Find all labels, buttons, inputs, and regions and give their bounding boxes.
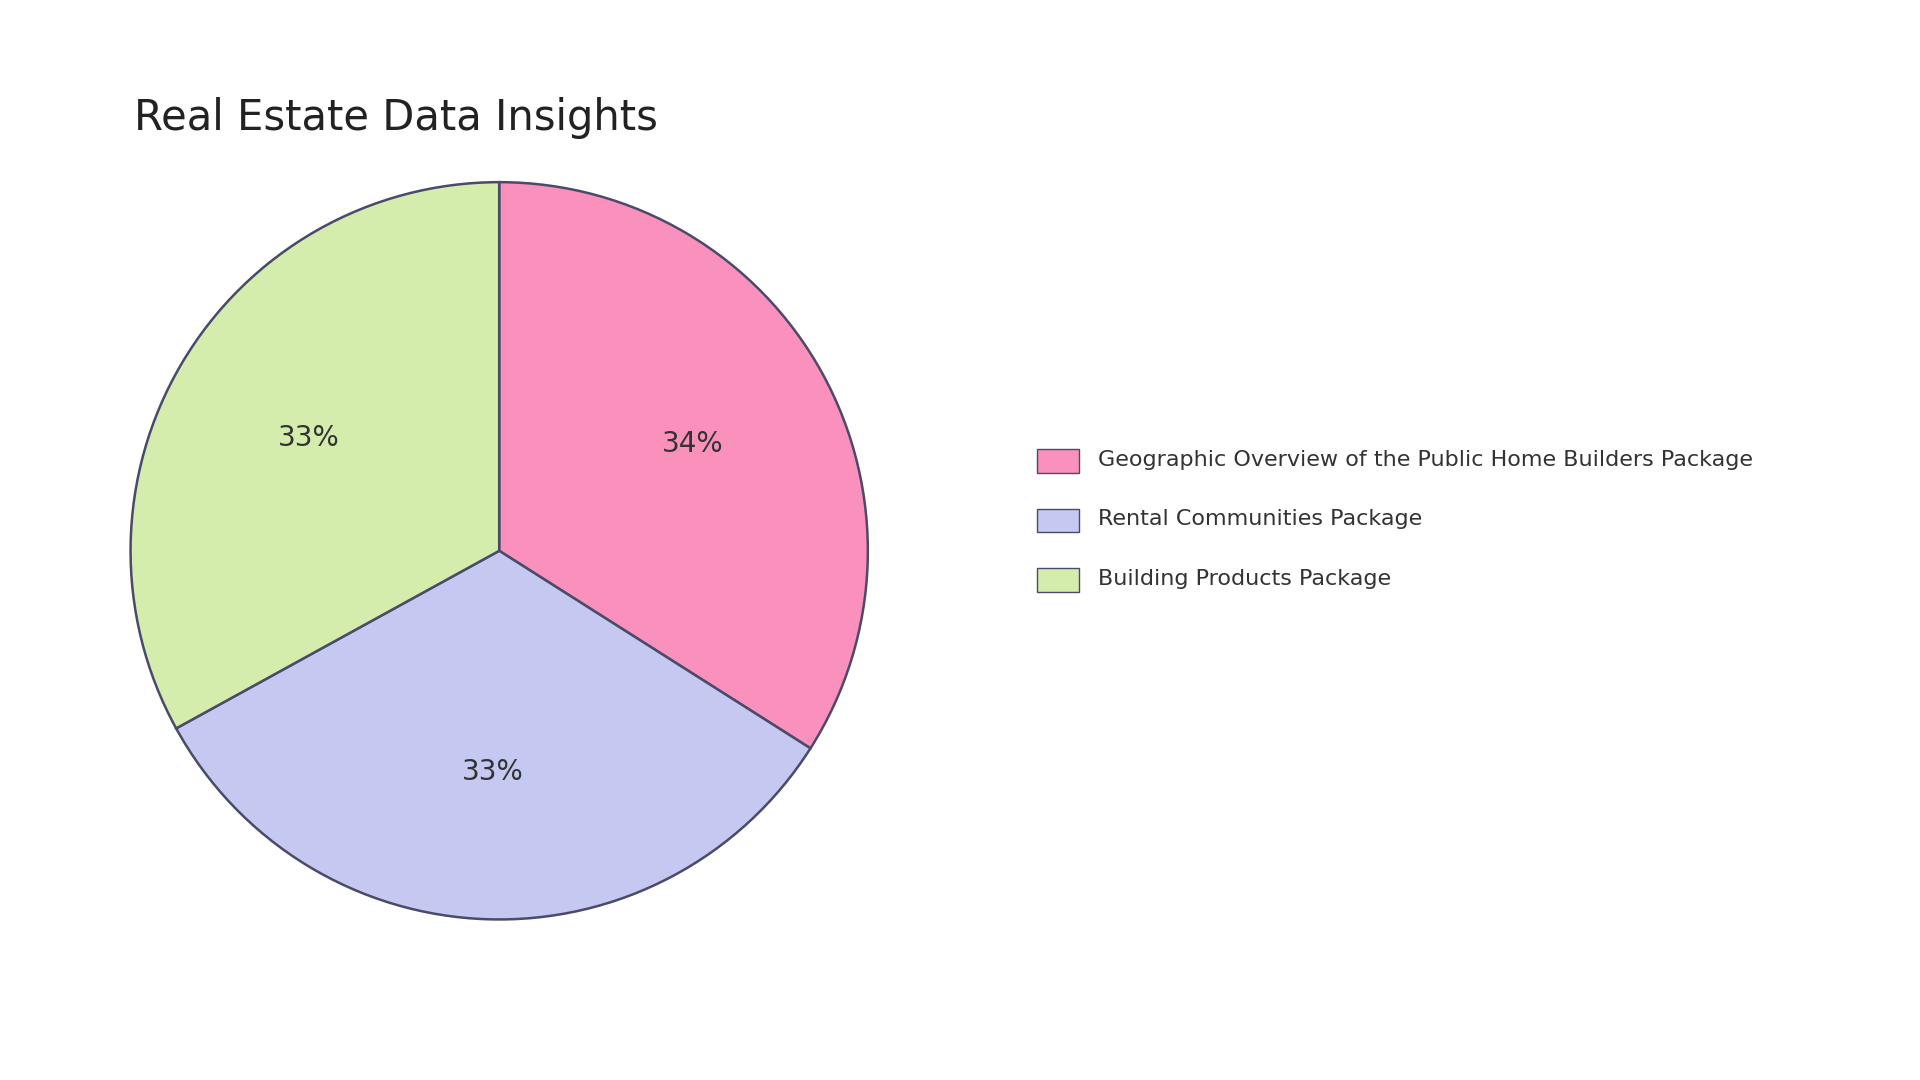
Text: Rental Communities Package: Rental Communities Package [1098,510,1423,529]
Wedge shape [131,183,499,728]
Text: 33%: 33% [461,758,522,786]
Text: 34%: 34% [662,430,724,458]
Text: 33%: 33% [278,424,340,453]
Wedge shape [499,183,868,748]
Text: Geographic Overview of the Public Home Builders Package: Geographic Overview of the Public Home B… [1098,450,1753,470]
Text: Building Products Package: Building Products Package [1098,569,1392,589]
Wedge shape [177,551,810,919]
Text: Real Estate Data Insights: Real Estate Data Insights [134,97,659,139]
